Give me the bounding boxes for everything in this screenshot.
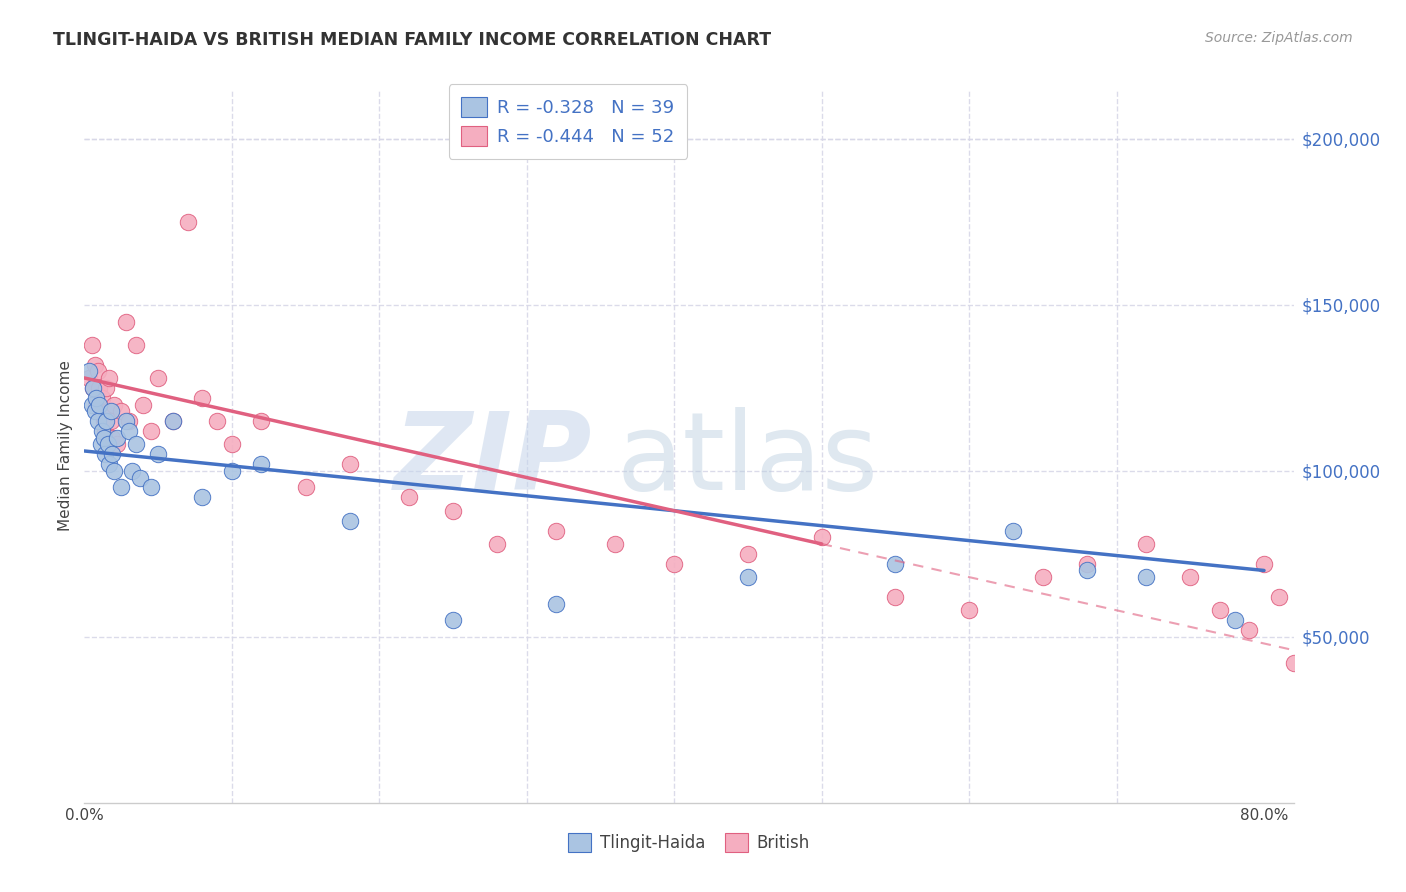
Point [884, 557, 907, 571]
Point [1076, 557, 1098, 571]
Point [176, 215, 198, 229]
Point [83, 404, 105, 418]
Point [105, 437, 128, 451]
Text: ZIP: ZIP [394, 408, 592, 513]
Point [398, 491, 420, 505]
Point [250, 457, 273, 471]
Point [139, 424, 162, 438]
Point [664, 557, 686, 571]
Point [98, 371, 121, 385]
Point [1135, 570, 1157, 584]
Point [957, 603, 980, 617]
Point [86, 414, 108, 428]
Point [129, 470, 152, 484]
Point [546, 524, 568, 538]
Point [82, 381, 104, 395]
Point [146, 447, 169, 461]
Point [77, 371, 100, 385]
Point [294, 481, 316, 495]
Point [339, 514, 361, 528]
Point [90, 404, 112, 418]
Point [90, 437, 112, 451]
Point [884, 590, 907, 604]
Point [100, 404, 122, 418]
Point [605, 537, 627, 551]
Point [105, 431, 128, 445]
Point [441, 504, 464, 518]
Point [1180, 570, 1202, 584]
Point [810, 530, 832, 544]
Point [221, 464, 243, 478]
Point [114, 314, 136, 328]
Point [205, 414, 228, 428]
Point [132, 397, 155, 411]
Point [110, 404, 132, 418]
Point [82, 381, 104, 395]
Point [1032, 570, 1054, 584]
Point [441, 613, 464, 627]
Point [546, 597, 568, 611]
Point [1135, 537, 1157, 551]
Point [191, 491, 214, 505]
Point [103, 464, 125, 478]
Legend: Tlingit-Haida, British: Tlingit-Haida, British [561, 826, 817, 859]
Point [1209, 603, 1232, 617]
Point [117, 414, 139, 428]
Point [87, 381, 110, 395]
Point [162, 414, 184, 428]
Point [1076, 564, 1098, 578]
Point [84, 397, 107, 411]
Point [91, 391, 114, 405]
Point [80, 397, 103, 411]
Point [94, 424, 117, 438]
Point [110, 481, 132, 495]
Point [221, 437, 243, 451]
Point [100, 414, 122, 428]
Point [93, 431, 115, 445]
Point [98, 457, 121, 471]
Point [86, 364, 108, 378]
Point [117, 424, 139, 438]
Point [87, 397, 110, 411]
Point [1253, 557, 1275, 571]
Point [486, 537, 509, 551]
Point [339, 457, 361, 471]
Point [1223, 613, 1246, 627]
Point [97, 437, 120, 451]
Point [125, 437, 148, 451]
Point [1268, 590, 1291, 604]
Point [250, 414, 273, 428]
Point [96, 414, 118, 428]
Point [91, 424, 114, 438]
Point [97, 404, 120, 418]
Point [162, 414, 184, 428]
Text: atlas: atlas [616, 408, 879, 513]
Point [83, 358, 105, 372]
Point [1239, 624, 1261, 638]
Point [146, 371, 169, 385]
Point [84, 391, 107, 405]
Point [139, 481, 162, 495]
Y-axis label: Median Family Income: Median Family Income [58, 360, 73, 532]
Point [80, 338, 103, 352]
Text: Source: ZipAtlas.com: Source: ZipAtlas.com [1205, 31, 1353, 45]
Point [1282, 657, 1305, 671]
Point [77, 364, 100, 378]
Point [121, 464, 143, 478]
Point [114, 414, 136, 428]
Point [101, 447, 124, 461]
Point [94, 447, 117, 461]
Point [737, 570, 759, 584]
Point [191, 391, 214, 405]
Point [737, 547, 759, 561]
Point [96, 381, 118, 395]
Point [125, 338, 148, 352]
Point [1002, 524, 1025, 538]
Text: TLINGIT-HAIDA VS BRITISH MEDIAN FAMILY INCOME CORRELATION CHART: TLINGIT-HAIDA VS BRITISH MEDIAN FAMILY I… [53, 31, 772, 49]
Point [103, 397, 125, 411]
Point [93, 414, 115, 428]
Point [101, 431, 124, 445]
